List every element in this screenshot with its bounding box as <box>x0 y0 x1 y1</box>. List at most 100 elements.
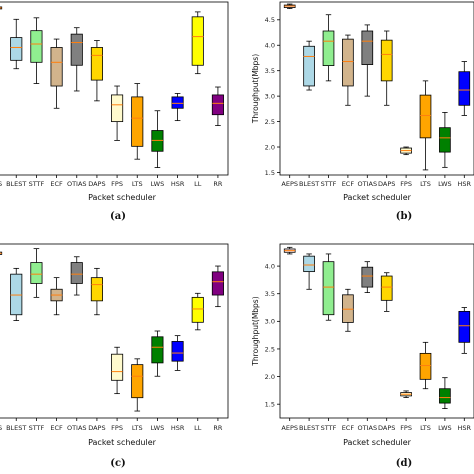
panel-c-x-tick-label-lws: LWS <box>151 424 165 432</box>
panel-a-box-otias <box>70 33 83 66</box>
panel-d-label: (d) <box>396 458 412 469</box>
panel-d-y-tick-label: 2.5 <box>265 345 275 353</box>
panel-b-x-tick-label-lws: LWS <box>438 180 452 188</box>
panel-b-x-tick-label-ecf: ECF <box>342 180 355 188</box>
panel-b-x-tick-label-aeps: AEPS <box>281 180 298 188</box>
panel-c-axes-frame <box>0 243 229 419</box>
panel-b-box-hsr <box>458 71 471 106</box>
panel-d-box-ecf <box>342 294 354 323</box>
panel-a-x-tick-label-eafeps: EPS <box>0 180 2 188</box>
panel-b-y-tick-label: 1.5 <box>265 169 275 177</box>
panel-d-x-tick-label-daps: DAPS <box>378 424 395 432</box>
panel-b-y-tick-label: 3.0 <box>265 92 275 100</box>
panel-a-x-tick-label-hsr: HSR <box>171 180 185 188</box>
panel-b-x-tick-label-otias: OTIAS <box>358 180 378 188</box>
panel-b-box-blest <box>303 45 315 87</box>
panel-c-x-tick-label-daps: DAPS <box>88 424 105 432</box>
panel-b-y-tick-label: 2.5 <box>265 118 275 126</box>
panel-c-x-axis-label: Packet scheduler <box>88 438 157 447</box>
panel-c-box-daps <box>90 277 103 302</box>
panel-b-x-tick-label-blest: BLEST <box>299 180 319 188</box>
panel-b-y-axis-label: Throughput(Mbps) <box>251 54 260 124</box>
panel-a-axes-frame <box>0 1 229 176</box>
panel-a-x-tick-label-sttf: STTF <box>29 180 45 188</box>
panel-d-y-tick-label: 1.5 <box>265 400 275 408</box>
panel-c-x-tick-label-rr: RR <box>213 424 223 432</box>
panel-b-box-lts <box>419 94 432 139</box>
panel-d-y-tick-label: 3.0 <box>265 318 275 326</box>
panel-b-y-tick-label: 2.0 <box>265 143 275 151</box>
panel-c-x-tick-label-hsr: HSR <box>171 424 185 432</box>
panel-a-x-tick-label-fps: FPS <box>111 180 123 188</box>
panel-a-x-tick-label-rr: RR <box>213 180 223 188</box>
panel-c-x-tick-label-blest: BLEST <box>6 424 26 432</box>
panel-b-box-ecf <box>342 38 354 87</box>
panel-b-x-tick-label-hsr: HSR <box>458 180 472 188</box>
panel-d-x-tick-label-blest: BLEST <box>299 424 319 432</box>
panel-b-x-tick-label-sttf: STTF <box>321 180 337 188</box>
panel-a-x-tick-label-ecf: ECF <box>50 180 63 188</box>
panel-d-x-tick-label-fps: FPS <box>400 424 412 432</box>
panel-a-x-axis-label: Packet scheduler <box>88 193 157 202</box>
panel-a-box-fps <box>111 94 124 123</box>
panel-d-box-sttf <box>322 261 335 316</box>
panel-b-box-daps <box>380 39 393 82</box>
panel-d-axes-frame <box>279 243 474 419</box>
panel-d-x-tick-label-aeps: AEPS <box>281 424 298 432</box>
panel-a-box-daps <box>90 47 103 81</box>
panel-a-box-ll <box>191 16 204 66</box>
panel-c-box-lws <box>151 336 164 364</box>
panel-a-x-tick-label-blest: BLEST <box>6 180 26 188</box>
panel-d-box-lts <box>419 352 432 380</box>
panel-b-y-tick-label: 4.5 <box>265 16 275 24</box>
panel-b-box-otias <box>361 30 374 65</box>
panel-d-x-tick-label-ecf: ECF <box>342 424 355 432</box>
panel-b-label: (b) <box>396 211 412 222</box>
panel-c-label: (c) <box>110 458 126 469</box>
panel-a-x-tick-label-daps: DAPS <box>88 180 105 188</box>
panel-a-x-tick-label-lws: LWS <box>151 180 165 188</box>
panel-a-x-tick-label-lts: LTS <box>132 180 143 188</box>
panel-c-box-fps <box>111 353 124 381</box>
panel-c-x-tick-label-ll: LL <box>194 424 202 432</box>
panel-b-x-tick-label-daps: DAPS <box>378 180 395 188</box>
panel-d-x-tick-label-lws: LWS <box>438 424 452 432</box>
panel-d-x-tick-label-hsr: HSR <box>458 424 472 432</box>
panel-d-box-daps <box>380 275 393 301</box>
panel-c-box-sttf <box>30 262 43 284</box>
panel-b-x-tick-label-lts: LTS <box>420 180 431 188</box>
panel-b-x-axis-label: Packet scheduler <box>343 193 412 202</box>
panel-a-box-ecf <box>50 47 63 87</box>
panel-d-x-tick-label-otias: OTIAS <box>358 424 378 432</box>
panel-d-y-tick-label: 4.0 <box>265 262 275 270</box>
panel-c-x-tick-label-fps: FPS <box>111 424 123 432</box>
panel-d-x-axis-label: Packet scheduler <box>343 438 412 447</box>
panel-d-box-hsr <box>458 310 471 343</box>
panel-c-x-tick-label-ecf: ECF <box>50 424 63 432</box>
panel-c-x-tick-label-eafeps: EPS <box>0 424 2 432</box>
panel-b-axes-frame <box>279 1 474 176</box>
panel-a-box-sttf <box>30 30 43 63</box>
panel-d-x-tick-label-lts: LTS <box>420 424 431 432</box>
panel-d-x-tick-label-sttf: STTF <box>321 424 337 432</box>
panel-c-box-rr <box>211 271 224 296</box>
panel-a-box-blest <box>10 37 23 61</box>
panel-b-y-tick-label: 3.5 <box>265 67 275 75</box>
panel-a-x-tick-label-ll: LL <box>194 180 202 188</box>
panel-b-y-tick-label: 4.0 <box>265 42 275 50</box>
panel-a-box-lts <box>131 96 144 147</box>
panel-c-box-blest <box>10 273 23 316</box>
panel-b-box-sttf <box>322 30 335 67</box>
panel-b-x-tick-label-fps: FPS <box>400 180 412 188</box>
panel-d-y-tick-label: 3.5 <box>265 290 275 298</box>
panel-c-x-tick-label-otias: OTIAS <box>67 424 87 432</box>
panel-a-box-rr <box>211 94 224 116</box>
panel-c-x-tick-label-sttf: STTF <box>29 424 45 432</box>
panel-d-y-axis-label: Throughput(Mbps) <box>251 296 260 366</box>
panel-a-box-hsr <box>171 96 184 109</box>
panel-d-box-blest <box>303 255 315 273</box>
panel-c-box-ll <box>191 296 204 323</box>
panel-d-y-tick-label: 2.0 <box>265 373 275 381</box>
panel-a-label: (a) <box>110 211 126 222</box>
